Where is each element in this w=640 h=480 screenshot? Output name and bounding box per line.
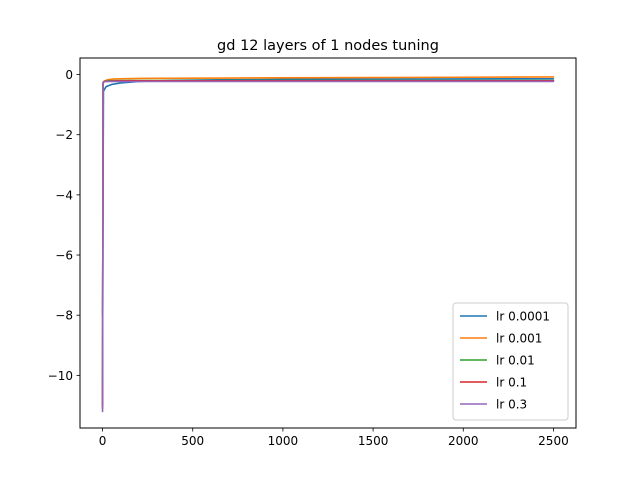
x-tick-label: 2000 [448, 434, 479, 448]
y-tick-label: −6 [55, 249, 73, 263]
plot-series [101, 76, 555, 413]
x-tick-label: 0 [99, 434, 107, 448]
x-tick-label: 1000 [268, 434, 299, 448]
legend-label: lr 0.0001 [496, 310, 550, 324]
legend: lr 0.0001 lr 0.001 lr 0.01 lr 0.1 lr 0.3 [452, 302, 569, 421]
y-tick-label: −2 [55, 128, 73, 142]
y-tick-label: −10 [48, 369, 73, 383]
legend-label: lr 0.001 [496, 332, 542, 346]
y-tick-label: −4 [55, 188, 73, 202]
legend-label: lr 0.3 [496, 398, 527, 412]
legend-label: lr 0.01 [496, 354, 535, 368]
legend-box [452, 302, 569, 421]
x-tick-label: 1500 [358, 434, 389, 448]
legend-label: lr 0.1 [496, 376, 527, 390]
series-line-4 [101, 80, 555, 413]
y-tick-label: −8 [55, 309, 73, 323]
x-axis: 0 500 1000 1500 2000 2500 [99, 428, 569, 448]
y-axis: 0 −2 −4 −6 −8 −10 [48, 68, 80, 383]
x-tick-label: 2500 [538, 434, 569, 448]
x-tick-label: 500 [181, 434, 204, 448]
y-tick-label: 0 [65, 68, 73, 82]
plot-frame [79, 57, 577, 429]
chart-title: gd 12 layers of 1 nodes tuning [217, 38, 439, 54]
